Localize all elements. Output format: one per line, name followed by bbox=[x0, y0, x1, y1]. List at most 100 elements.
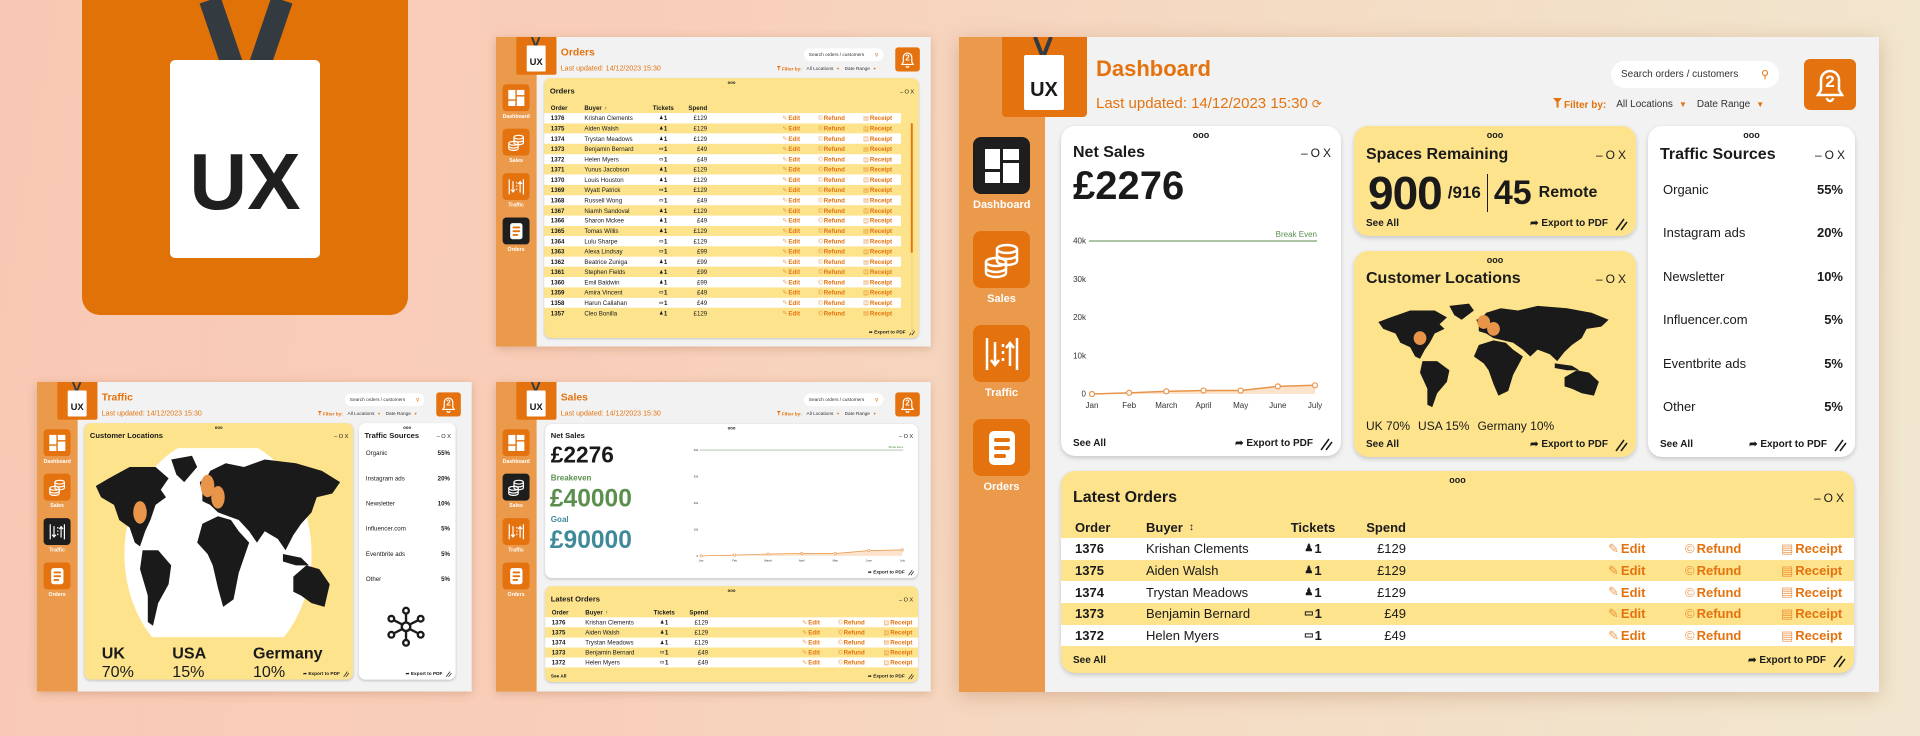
search-input[interactable]: Search orders / customers ⚲ bbox=[345, 393, 425, 407]
refund-button[interactable]: © Refund bbox=[1685, 538, 1741, 560]
drag-handle-icon[interactable]: ooo bbox=[1486, 255, 1504, 265]
notifications-button[interactable]: 2 bbox=[895, 47, 920, 72]
receipt-button[interactable]: ▤ Receipt bbox=[1781, 581, 1842, 603]
receipt-button[interactable]: ▤ Receipt bbox=[883, 658, 912, 668]
edit-button[interactable]: ✎ Edit bbox=[782, 287, 800, 297]
sidebar-item-orders[interactable]: Orders bbox=[502, 562, 530, 597]
refund-button[interactable]: © Refund bbox=[838, 617, 865, 627]
edit-button[interactable]: ✎ Edit bbox=[782, 236, 800, 246]
edit-button[interactable]: ✎ Edit bbox=[782, 144, 800, 154]
sidebar-item-dashboard[interactable]: Dashboard bbox=[973, 137, 1030, 211]
refund-button[interactable]: © Refund bbox=[818, 185, 845, 195]
receipt-button[interactable]: ▤ Receipt bbox=[863, 195, 892, 205]
edit-button[interactable]: ✎ Edit bbox=[782, 185, 800, 195]
edit-button[interactable]: ✎ Edit bbox=[1608, 538, 1645, 560]
refund-button[interactable]: © Refund bbox=[818, 267, 845, 277]
refund-button[interactable]: © Refund bbox=[1685, 603, 1741, 625]
drag-handle-icon[interactable]: ooo bbox=[1486, 130, 1504, 140]
receipt-button[interactable]: ▤ Receipt bbox=[883, 637, 912, 647]
resize-handle-icon[interactable] bbox=[1614, 217, 1628, 231]
sidebar-item-orders[interactable]: Orders bbox=[973, 419, 1030, 493]
sidebar-item-dashboard[interactable]: Dashboard bbox=[502, 429, 530, 464]
column-buyer[interactable]: Buyer ↕ bbox=[585, 607, 608, 616]
export-pdf-button[interactable]: ➦ Export to PDF bbox=[868, 674, 905, 679]
minimize-icon[interactable]: – bbox=[1814, 148, 1822, 162]
receipt-button[interactable]: ▤ Receipt bbox=[863, 216, 892, 226]
drag-handle-icon[interactable]: ooo bbox=[727, 588, 736, 593]
see-all-link[interactable]: See All bbox=[1660, 439, 1693, 450]
refund-button[interactable]: © Refund bbox=[818, 164, 845, 174]
receipt-button[interactable]: ▤ Receipt bbox=[863, 267, 892, 277]
receipt-button[interactable]: ▤ Receipt bbox=[863, 226, 892, 236]
sidebar-item-sales[interactable]: Sales bbox=[43, 473, 71, 509]
see-all-link[interactable]: See All bbox=[550, 673, 567, 679]
refresh-icon[interactable]: ⟳ bbox=[1311, 97, 1322, 111]
receipt-button[interactable]: ▤ Receipt bbox=[863, 205, 892, 215]
receipt-button[interactable]: ▤ Receipt bbox=[1781, 560, 1842, 582]
location-filter-dropdown[interactable]: All Locations ▼ bbox=[807, 411, 840, 416]
edit-button[interactable]: ✎ Edit bbox=[802, 647, 820, 657]
refund-button[interactable]: © Refund bbox=[1685, 581, 1741, 603]
receipt-button[interactable]: ▤ Receipt bbox=[863, 154, 892, 164]
edit-button[interactable]: ✎ Edit bbox=[782, 216, 800, 226]
receipt-button[interactable]: ▤ Receipt bbox=[863, 113, 892, 123]
sidebar-item-dashboard[interactable]: Dashboard bbox=[43, 429, 71, 464]
receipt-button[interactable]: ▤ Receipt bbox=[863, 123, 892, 133]
resize-handle-icon[interactable] bbox=[343, 671, 350, 678]
location-filter-dropdown[interactable]: All Locations ▼ bbox=[1616, 99, 1687, 110]
column-buyer[interactable]: Buyer ↕ bbox=[584, 103, 607, 112]
sidebar-item-dashboard[interactable]: Dashboard bbox=[502, 84, 530, 119]
minimize-icon[interactable]: – bbox=[1300, 146, 1308, 160]
sidebar-item-orders[interactable]: Orders bbox=[502, 217, 530, 252]
minimize-icon[interactable]: – bbox=[334, 432, 338, 440]
minimize-icon[interactable]: – bbox=[899, 596, 903, 604]
location-filter-dropdown[interactable]: All Locations ▼ bbox=[807, 66, 840, 71]
edit-button[interactable]: ✎ Edit bbox=[802, 627, 820, 637]
export-pdf-button[interactable]: ➦ Export to PDF bbox=[1235, 438, 1313, 449]
edit-button[interactable]: ✎ Edit bbox=[782, 134, 800, 144]
refund-button[interactable]: © Refund bbox=[838, 637, 865, 647]
export-pdf-button[interactable]: ➦ Export to PDF bbox=[869, 329, 906, 334]
refund-button[interactable]: © Refund bbox=[818, 175, 845, 185]
refund-button[interactable]: © Refund bbox=[818, 246, 845, 256]
minimize-icon[interactable]: – bbox=[899, 88, 904, 96]
maximize-icon[interactable]: O bbox=[903, 432, 909, 440]
edit-button[interactable]: ✎ Edit bbox=[782, 308, 800, 318]
maximize-icon[interactable]: O bbox=[1605, 148, 1615, 162]
resize-handle-icon[interactable] bbox=[1319, 437, 1333, 451]
close-icon[interactable]: X bbox=[447, 432, 451, 440]
edit-button[interactable]: ✎ Edit bbox=[782, 164, 800, 174]
edit-button[interactable]: ✎ Edit bbox=[802, 617, 820, 627]
minimize-icon[interactable]: – bbox=[899, 432, 903, 440]
sidebar-item-traffic[interactable]: Traffic bbox=[502, 518, 530, 553]
edit-button[interactable]: ✎ Edit bbox=[782, 226, 800, 236]
edit-button[interactable]: ✎ Edit bbox=[782, 267, 800, 277]
sidebar-item-sales[interactable]: Sales bbox=[502, 128, 530, 164]
scrollbar-thumb[interactable] bbox=[910, 122, 913, 253]
resize-handle-icon[interactable] bbox=[1832, 654, 1846, 668]
edit-button[interactable]: ✎ Edit bbox=[782, 195, 800, 205]
receipt-button[interactable]: ▤ Receipt bbox=[863, 257, 892, 267]
refund-button[interactable]: © Refund bbox=[1685, 560, 1741, 582]
refund-button[interactable]: © Refund bbox=[818, 236, 845, 246]
edit-button[interactable]: ✎ Edit bbox=[782, 175, 800, 185]
notifications-button[interactable]: 2 bbox=[895, 392, 920, 417]
resize-handle-icon[interactable] bbox=[908, 673, 915, 680]
refund-button[interactable]: © Refund bbox=[818, 277, 845, 287]
resize-handle-icon[interactable] bbox=[445, 671, 452, 678]
export-pdf-button[interactable]: ➦ Export to PDF bbox=[303, 671, 340, 676]
refund-button[interactable]: © Refund bbox=[818, 298, 845, 308]
search-input[interactable]: Search orders / customers ⚲ bbox=[804, 48, 884, 62]
receipt-button[interactable]: ▤ Receipt bbox=[863, 277, 892, 287]
refund-button[interactable]: © Refund bbox=[838, 627, 865, 637]
resize-handle-icon[interactable] bbox=[1833, 438, 1847, 452]
see-all-link[interactable]: See All bbox=[1366, 218, 1399, 229]
refund-button[interactable]: © Refund bbox=[818, 123, 845, 133]
edit-button[interactable]: ✎ Edit bbox=[782, 246, 800, 256]
receipt-button[interactable]: ▤ Receipt bbox=[1781, 538, 1842, 560]
export-pdf-button[interactable]: ➦ Export to PDF bbox=[406, 671, 443, 676]
refund-button[interactable]: © Refund bbox=[818, 154, 845, 164]
edit-button[interactable]: ✎ Edit bbox=[782, 205, 800, 215]
drag-handle-icon[interactable]: ooo bbox=[727, 425, 736, 431]
close-icon[interactable]: X bbox=[344, 432, 349, 440]
